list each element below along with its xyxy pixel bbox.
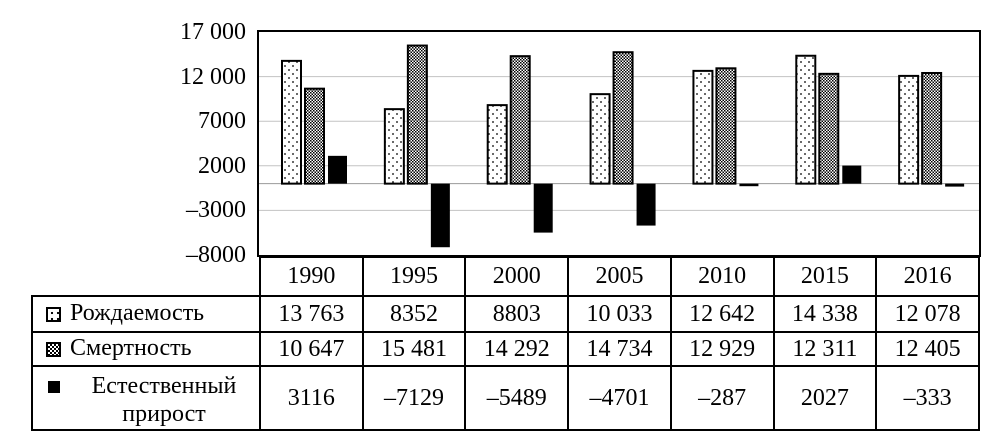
row-label: Естественный прирост <box>91 372 237 427</box>
table-row-death-rate: Смертность 10 647 15 481 14 292 14 734 1… <box>31 331 980 367</box>
row-label: Рождаемость <box>70 300 205 327</box>
value-cell: 15 481 <box>361 331 467 367</box>
value-cell: 12 929 <box>669 331 775 367</box>
value-cell: 3116 <box>259 365 364 431</box>
bar-death-rate-2000 <box>509 55 531 185</box>
year-header-cell: 2015 <box>772 256 878 297</box>
bar-natural-increase-2000 <box>533 183 553 233</box>
value-cell: –4701 <box>567 365 672 431</box>
year-header-cell: 2000 <box>464 256 570 297</box>
bars-svg <box>259 44 979 248</box>
bar-death-rate-2005 <box>612 51 634 185</box>
bar-death-rate-1995 <box>406 44 428 185</box>
row-label-cell: Рождаемость <box>31 295 261 333</box>
bar-birth-rate-2005 <box>589 93 611 185</box>
bars <box>281 44 965 248</box>
y-axis-tick-label: 12 000 <box>180 64 246 90</box>
value-cell: 12 078 <box>875 295 980 333</box>
bar-death-rate-2010 <box>715 67 737 185</box>
bar-death-rate-2015 <box>818 72 840 185</box>
legend-dotted-square-icon <box>46 306 61 322</box>
bar-birth-rate-2015 <box>795 54 817 185</box>
table-row-natural-increase: Естественный прирост 3116 –7129 –5489 –4… <box>31 365 980 431</box>
bar-death-rate-2016 <box>921 71 943 185</box>
bar-birth-rate-2000 <box>486 104 508 185</box>
bar-natural-increase-2015 <box>842 165 862 184</box>
bar-death-rate-1990 <box>304 87 325 185</box>
value-cell: 14 734 <box>567 331 672 367</box>
value-cell: 12 311 <box>772 331 878 367</box>
year-header-cell: 2016 <box>875 256 980 297</box>
table-corner-blank <box>32 257 260 296</box>
bar-natural-increase-2010 <box>739 183 759 187</box>
value-cell: 8352 <box>361 295 467 333</box>
row-label-cell: Естественный прирост <box>31 365 261 431</box>
legend-black-square-icon <box>48 380 60 393</box>
value-cell: 10 647 <box>259 331 364 367</box>
table-row-birth-rate: Рождаемость 13 763 8352 8803 10 033 12 6… <box>31 295 980 333</box>
value-cell: 14 338 <box>772 295 878 333</box>
value-cell: –287 <box>669 365 775 431</box>
value-cell: 2027 <box>772 365 878 431</box>
year-header-cell: 2005 <box>567 256 672 297</box>
bar-natural-increase-1995 <box>430 183 450 248</box>
year-header-cell: 2010 <box>669 256 775 297</box>
bar-birth-rate-2010 <box>692 69 714 185</box>
value-cell: 12 405 <box>875 331 980 367</box>
chart-plot-area <box>257 30 981 257</box>
bar-natural-increase-2016 <box>945 183 965 187</box>
year-header-cell: 1995 <box>361 256 467 297</box>
value-cell: 12 642 <box>669 295 775 333</box>
value-cell: 14 292 <box>464 331 570 367</box>
bar-natural-increase-2005 <box>636 183 656 226</box>
y-axis-tick-label: –8000 <box>186 242 246 268</box>
data-table: 1990 1995 2000 2005 2010 2015 2016 Рожда… <box>31 256 980 431</box>
row-label: Смертность <box>70 335 192 362</box>
y-axis-tick-label: 7000 <box>198 108 246 134</box>
row-label-cell: Смертность <box>31 331 261 367</box>
bar-birth-rate-2016 <box>898 74 920 185</box>
bar-birth-rate-1990 <box>281 59 302 185</box>
value-cell: –333 <box>875 365 980 431</box>
y-axis-tick-label: 17 000 <box>180 19 246 45</box>
value-cell: 8803 <box>464 295 570 333</box>
y-axis-tick-label: –3000 <box>186 197 246 223</box>
value-cell: –7129 <box>361 365 467 431</box>
legend-checker-square-icon <box>46 341 61 357</box>
year-header-cell: 1990 <box>259 256 364 297</box>
bar-natural-increase-1990 <box>328 155 347 184</box>
y-axis-tick-label: 2000 <box>198 153 246 179</box>
value-cell: 10 033 <box>567 295 672 333</box>
year-header-row: 1990 1995 2000 2005 2010 2015 2016 <box>32 256 980 297</box>
value-cell: 13 763 <box>259 295 364 333</box>
bar-birth-rate-1995 <box>383 108 405 185</box>
value-cell: –5489 <box>464 365 570 431</box>
